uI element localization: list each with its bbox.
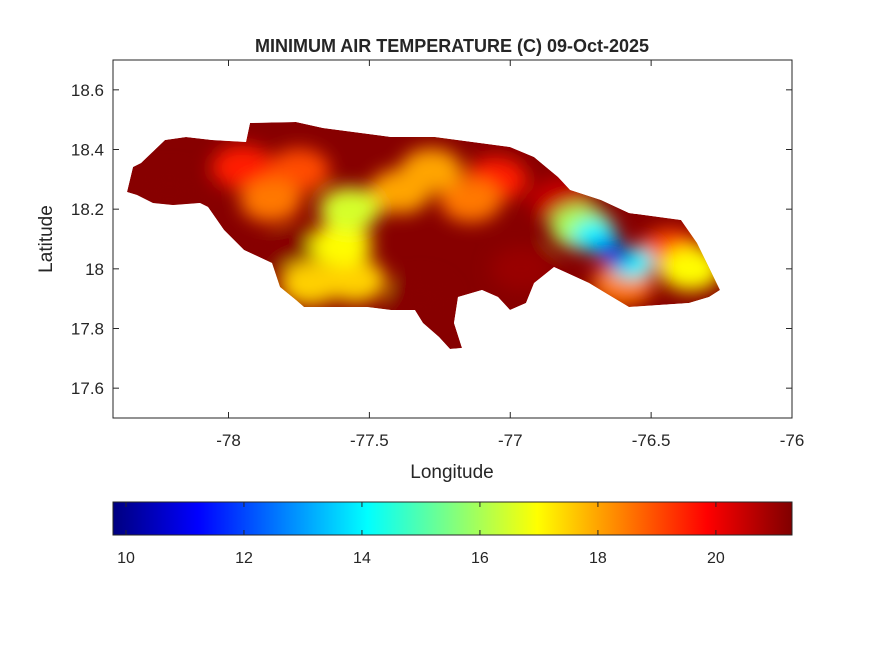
temperature-sample xyxy=(440,178,502,223)
y-tick-label: 18 xyxy=(85,260,104,279)
temperature-sample xyxy=(490,246,553,291)
temperature-sample xyxy=(279,261,342,306)
x-tick-label: -78 xyxy=(216,431,241,450)
colorbar-tick-label: 12 xyxy=(235,550,253,567)
colorbar-tick-label: 16 xyxy=(471,550,489,567)
temperature-sample xyxy=(310,222,373,267)
x-tick-label: -76 xyxy=(780,431,805,450)
y-axis: 17.6 17.8 18 18.2 18.4 18.6 xyxy=(71,81,792,398)
temperature-sample xyxy=(239,178,302,223)
colorbar-tick-label: 20 xyxy=(707,550,725,567)
temperature-sample xyxy=(211,145,274,190)
temperature-sample xyxy=(400,148,463,193)
x-axis: -78 -77.5 -77 -76.5 -76 xyxy=(216,60,804,450)
x-axis-label: Longitude xyxy=(410,462,493,483)
y-tick-label: 18.2 xyxy=(71,200,104,219)
colorbar xyxy=(112,501,793,536)
x-tick-label: -77.5 xyxy=(350,431,389,450)
y-tick-label: 18.6 xyxy=(71,81,104,100)
temperature-sample xyxy=(138,169,201,214)
colorbar-tick-label: 10 xyxy=(117,550,135,567)
x-tick-label: -76.5 xyxy=(632,431,671,450)
temperature-sample xyxy=(318,187,381,232)
y-axis-label: Latitude xyxy=(36,205,57,273)
chart-title: MINIMUM AIR TEMPERATURE (C) 09-Oct-2025 xyxy=(255,36,649,56)
y-tick-label: 18.4 xyxy=(71,141,104,160)
x-tick-label: -77 xyxy=(498,431,523,450)
temperature-sample xyxy=(389,276,451,321)
y-tick-label: 17.8 xyxy=(71,320,104,339)
colorbar-ticks: 10 12 14 16 18 20 xyxy=(117,502,725,567)
temperature-sample xyxy=(603,246,632,267)
temperature-sample xyxy=(324,258,387,303)
colorbar-tick-label: 14 xyxy=(353,550,371,567)
y-tick-label: 17.6 xyxy=(71,379,104,398)
colorbar-tick-label: 18 xyxy=(589,550,607,567)
